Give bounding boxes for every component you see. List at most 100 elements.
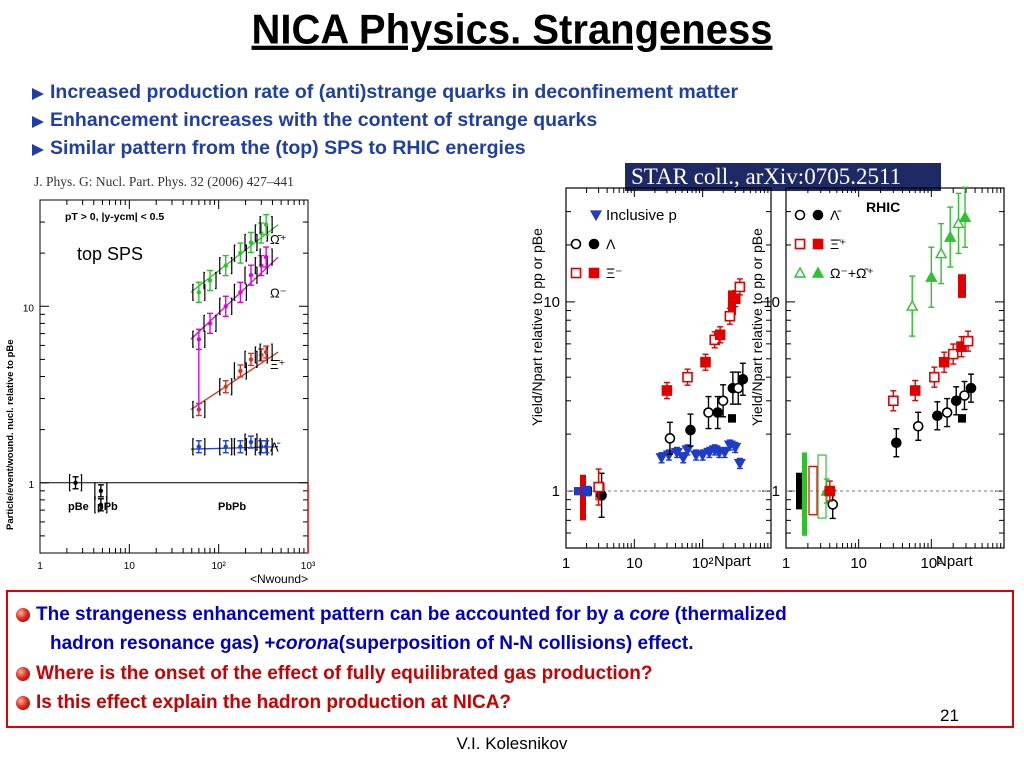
data-point [196,290,202,295]
axes: 1 10 10² 1 10 [543,187,772,572]
data-point [238,368,243,374]
y-tick-label: 10 [23,303,35,314]
xi-point [682,371,693,383]
x-tick-label: 10 [124,561,136,572]
x-axis-label: Npart [714,553,752,570]
lambda-point [703,407,714,418]
legend-label: Ξ̄⁺ [270,357,285,372]
y-tick-label: 10 [543,294,560,311]
proton-point [655,453,668,464]
system-label-ppb: pPb [97,501,118,513]
xi-point [734,281,746,293]
systematic-bracket [259,438,273,456]
y-tick-label: 1 [552,483,560,500]
norm-band-red-right [958,274,966,298]
data-point [207,321,213,326]
legend: Λ̄ Ξ̄⁺ Ω⁻+Ω̄⁺ [793,207,874,281]
omega-point [925,270,938,282]
bullet-text: Increased production rate of (anti)stran… [50,80,739,103]
data-marks [574,278,749,521]
legend-label: Λ [606,236,616,252]
x-tick-label: 10 [850,555,867,572]
x-tick-label: 1 [37,561,43,572]
legend-marker [570,267,582,279]
question-line-2: Is this effect explain the hadron produc… [16,692,511,714]
star-collaboration-label: STAR coll., arXiv:0705.2511 [625,163,941,191]
norm-band-open-red [808,465,818,516]
systematic-bracket [244,266,258,284]
data-point [73,480,78,485]
legend-marker [588,238,600,250]
legend-label: Λ̄ [830,207,841,223]
star-chart-left: 1 10 10² 1 10 Inclusive p Λ Ξ⁻ Yield/Npart rel… [529,187,772,572]
triangle-bullet-icon [32,88,44,100]
data-marks [796,186,977,536]
systematic-bracket [192,400,206,419]
lambda-point [712,407,723,418]
systematic-bracket [219,297,233,315]
triangle-bullet-icon [32,144,44,156]
x-axis-label: <Nwound> [250,572,308,586]
systematic-bracket [259,248,273,266]
systematic-bracket [259,216,273,234]
journal-reference: J. Phys. G: Nucl. Part. Phys. 32 (2006) … [34,174,294,189]
legend-marker [793,266,807,278]
proton-point [733,458,746,470]
systematic-bracket [94,496,108,514]
systematic-bracket [219,256,233,275]
lambda-point [912,420,924,432]
legend-marker [588,267,600,279]
x-tick-label: 10³ [301,561,316,572]
lambda-point [664,433,676,444]
systematic-bracket [203,271,217,290]
conclusion-line-2: hadron resonance gas) + corona (superpos… [50,633,693,655]
legend-marker [794,209,806,221]
proton-point [729,442,742,454]
systematic-bracket [244,433,258,451]
omega-point [934,247,948,259]
legend-label: Ω⁻+Ω̄⁺ [830,265,874,281]
data-point [223,384,228,389]
lambda-point [941,407,953,418]
systematic-bracket [233,283,247,301]
plot-frame [565,187,772,549]
xi-point [593,481,604,493]
lambda-point [950,395,962,407]
y-tick-label: 1 [28,480,34,491]
data-point [223,444,228,449]
systematic-bracket [219,378,233,396]
y-axis-label: Particle/event/wound. nucl. relative to … [5,339,16,530]
data-point [196,337,202,342]
question-line-1: Where is the onset of the effect of full… [16,663,653,685]
data-point [223,304,228,309]
data-point [263,349,269,355]
xi-point [909,385,921,396]
data-point [248,240,254,245]
lambda-point [685,424,696,436]
norm-band-black-right [958,414,966,423]
systematic-bracket [244,233,258,252]
rhic-label: RHIC [866,199,900,215]
xi-point [938,356,950,368]
xi-point [729,293,741,304]
lambda-point [827,499,839,510]
legend-label: Ξ⁻ [606,265,623,281]
x-tick-label: 1 [562,555,570,572]
text-part: (superposition of N-N collisions) effect… [338,633,694,654]
proton-point [677,453,690,464]
red-ball-bullet-icon [16,667,30,681]
systematic-bracket [259,343,273,361]
x-axis-label: Npart [936,553,974,570]
text-part: (thermalized [669,604,787,625]
systematic-bracket [233,362,247,380]
legend-marker [794,238,806,250]
sps-chart: 1 10 10² 10³ 1 10 pT > 0, |y-ycm| < 0.5 top S… [5,199,316,586]
legend-label: Ω̄⁺ [270,232,287,247]
y-tick-label: 10 [763,294,780,311]
page-number: 21 [940,706,959,725]
norm-band-green [802,452,807,536]
axes: 1 10 10² 1 10 [763,187,1005,572]
conclusion-text: The strangeness enhancement pattern can … [36,604,787,626]
y-axis-label: Yield/Npart relative to pp or pBe [749,228,765,426]
legend-marker [570,238,582,250]
